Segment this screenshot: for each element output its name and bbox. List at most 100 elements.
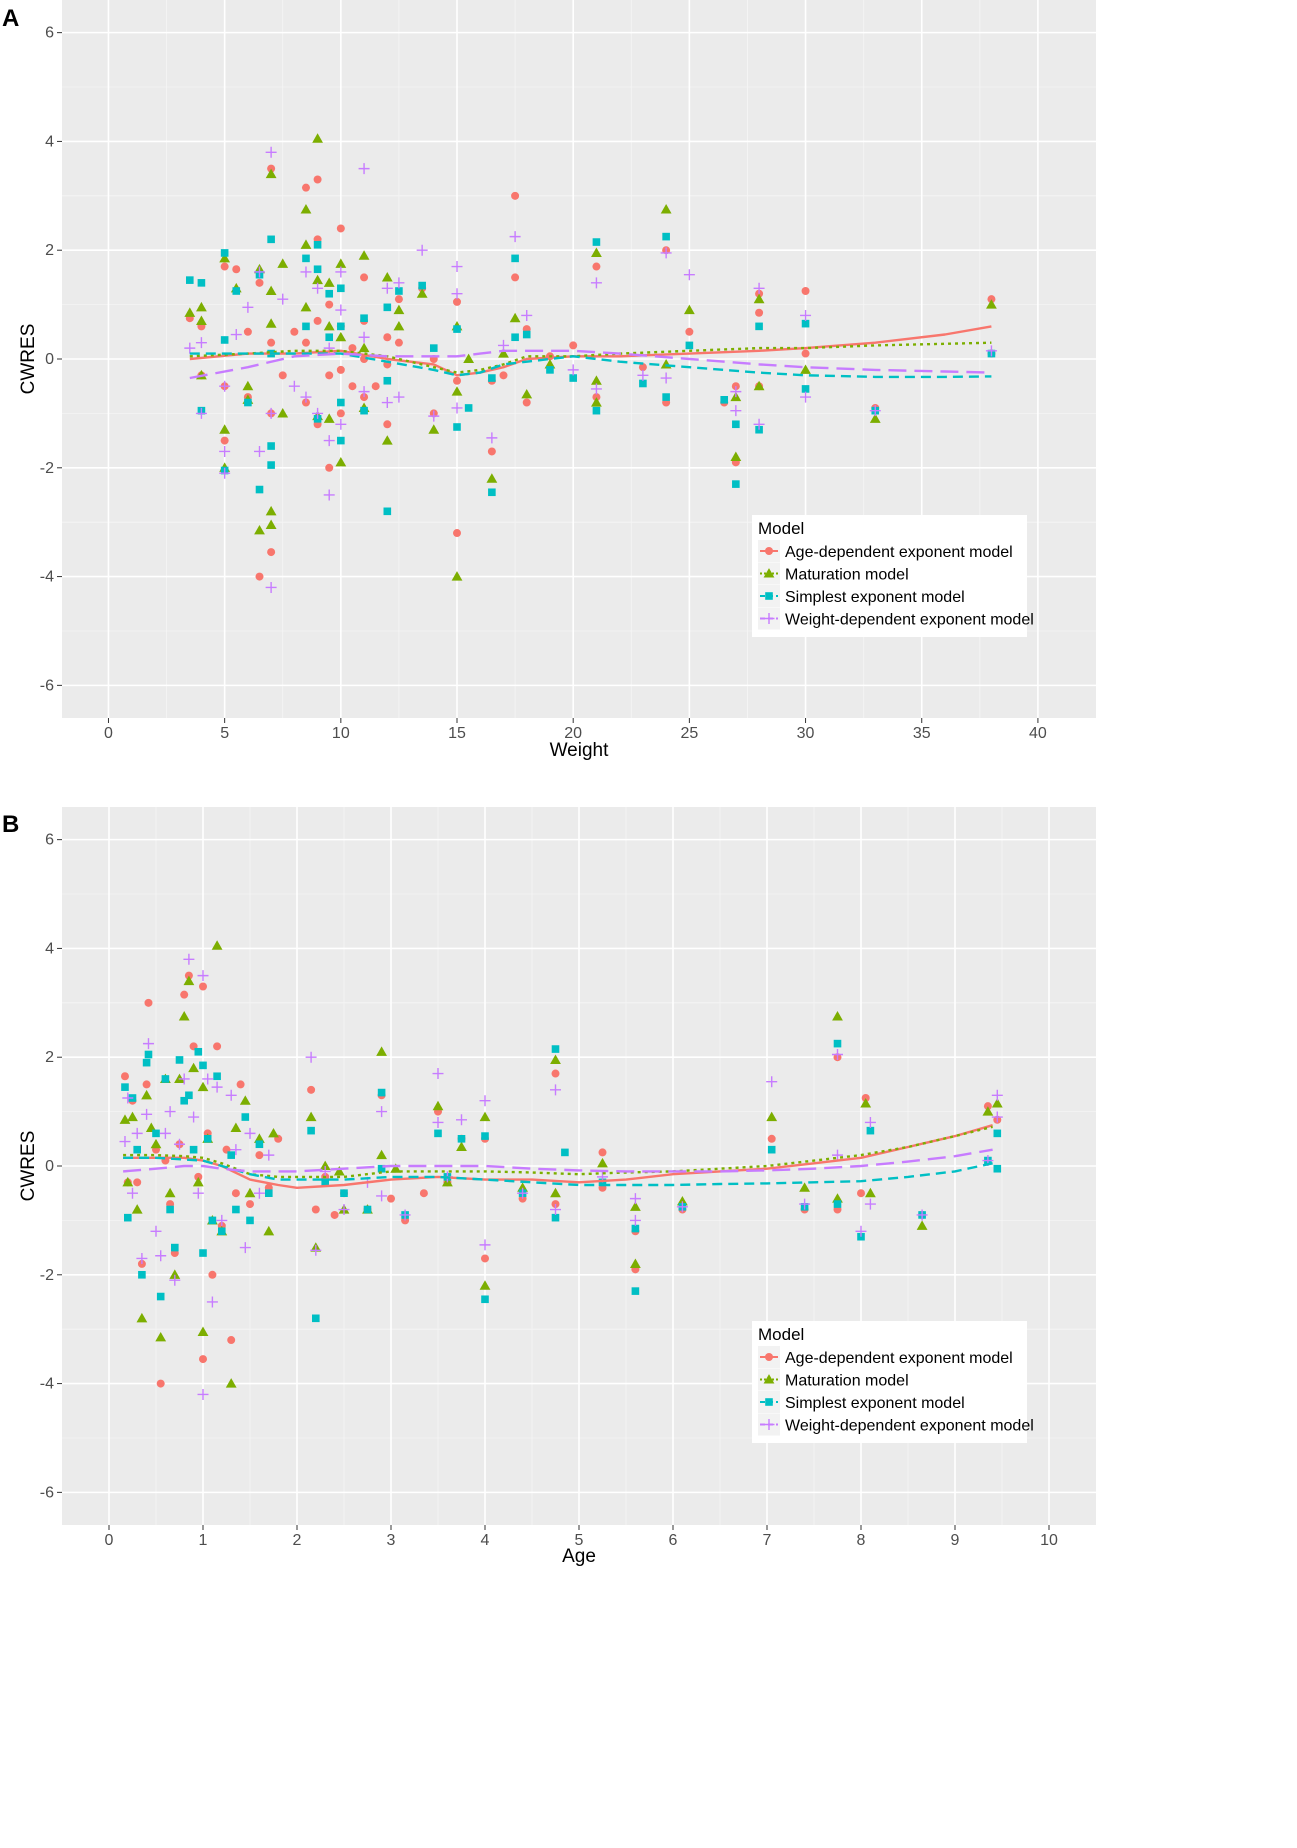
legend-box: [752, 515, 1027, 637]
data-point: [335, 456, 347, 467]
data-point: [156, 1292, 165, 1301]
data-point: [213, 1042, 222, 1051]
data-point: [255, 1151, 264, 1160]
data-point: [178, 1073, 190, 1085]
panel-b: B 0 1 2 3 4 5 6 7 8 9 10 -6 -4 -2 0 2 4 6 Age CWRES Model Age-…: [2, 807, 1096, 1567]
data-point: [800, 309, 812, 321]
data-point: [225, 1378, 237, 1388]
data-point: [383, 333, 392, 342]
data-point: [244, 398, 252, 407]
data-point: [394, 338, 403, 347]
data-point: [499, 371, 508, 380]
data-point: [142, 1058, 151, 1067]
data-point: [832, 1149, 843, 1161]
data-point: [218, 1227, 226, 1236]
data-point: [156, 1379, 165, 1388]
y-axis-title: CWRES: [18, 1131, 39, 1202]
legend-label: Weight-dependent exponent model: [785, 612, 1034, 629]
data-point: [394, 295, 403, 304]
data-point: [340, 1189, 348, 1197]
data-point: [865, 1187, 876, 1198]
data-point: [383, 303, 392, 312]
data-point: [799, 1182, 810, 1192]
data-point: [194, 1047, 203, 1056]
data-point: [371, 382, 380, 391]
legend: Model Age-dependent exponent model Maturat…: [752, 515, 1034, 637]
data-point: [800, 364, 811, 374]
data-point: [288, 380, 300, 392]
data-point: [230, 1144, 242, 1156]
data-point: [312, 1314, 320, 1323]
y-tick-label: 0: [45, 1158, 54, 1175]
data-point: [569, 341, 578, 350]
data-point: [302, 254, 310, 263]
data-point: [127, 1187, 138, 1199]
data-point: [325, 371, 334, 380]
data-point: [323, 435, 335, 447]
data-point: [219, 380, 231, 392]
data-point: [801, 287, 810, 296]
data-point: [479, 1095, 491, 1107]
data-point: [161, 1075, 170, 1083]
x-tick-label: 30: [797, 725, 815, 742]
data-point: [860, 1098, 872, 1108]
data-point: [169, 1274, 181, 1286]
data-point: [255, 572, 264, 581]
data-point: [196, 315, 207, 325]
data-point: [122, 1092, 134, 1104]
data-point: [203, 1135, 212, 1143]
data-point: [488, 488, 496, 497]
x-tick-label: 40: [1029, 725, 1047, 742]
smooth-line: [123, 1125, 993, 1179]
data-point: [323, 320, 335, 331]
data-point: [451, 571, 463, 581]
data-point: [313, 240, 322, 249]
data-point: [227, 1336, 236, 1345]
data-point: [202, 1073, 214, 1085]
data-point: [358, 163, 370, 175]
data-point: [197, 1081, 209, 1092]
data-point: [637, 369, 649, 381]
data-point: [755, 308, 764, 317]
data-point: [325, 300, 334, 309]
data-point: [300, 239, 312, 249]
data-point: [551, 1213, 560, 1222]
x-tick-label: 4: [481, 1532, 490, 1549]
data-point: [660, 372, 672, 384]
data-point: [857, 1189, 865, 1198]
data-point: [985, 345, 997, 357]
data-point: [199, 1061, 207, 1070]
legend-label: Simplest exponent model: [785, 1395, 965, 1412]
legend-marker: [765, 1353, 773, 1361]
data-point: [630, 1201, 641, 1211]
data-point: [124, 1213, 132, 1222]
panel-label: A: [2, 5, 19, 32]
data-point: [265, 581, 277, 593]
data-point: [453, 297, 462, 306]
data-point: [991, 1089, 1003, 1101]
data-point: [300, 266, 312, 278]
data-point: [131, 1127, 143, 1139]
data-point: [206, 1296, 218, 1308]
data-point: [376, 1149, 387, 1160]
data-point: [254, 524, 265, 535]
x-tick-label: 8: [857, 1532, 866, 1549]
data-point: [861, 1094, 870, 1103]
data-point: [730, 451, 742, 461]
data-point: [360, 314, 368, 323]
data-point: [133, 1178, 142, 1187]
data-point: [522, 330, 531, 339]
data-point: [546, 366, 554, 374]
data-point: [732, 480, 740, 488]
data-point: [683, 304, 695, 315]
smooth-line: [189, 341, 992, 374]
data-point: [487, 447, 496, 456]
data-point: [481, 1254, 489, 1263]
data-point: [348, 382, 357, 391]
legend-label: Age-dependent exponent model: [785, 1350, 1013, 1367]
x-tick-label: 0: [104, 725, 113, 742]
data-point: [869, 405, 881, 417]
data-point: [377, 1164, 386, 1173]
data-point: [319, 1160, 331, 1171]
data-point: [277, 407, 289, 418]
